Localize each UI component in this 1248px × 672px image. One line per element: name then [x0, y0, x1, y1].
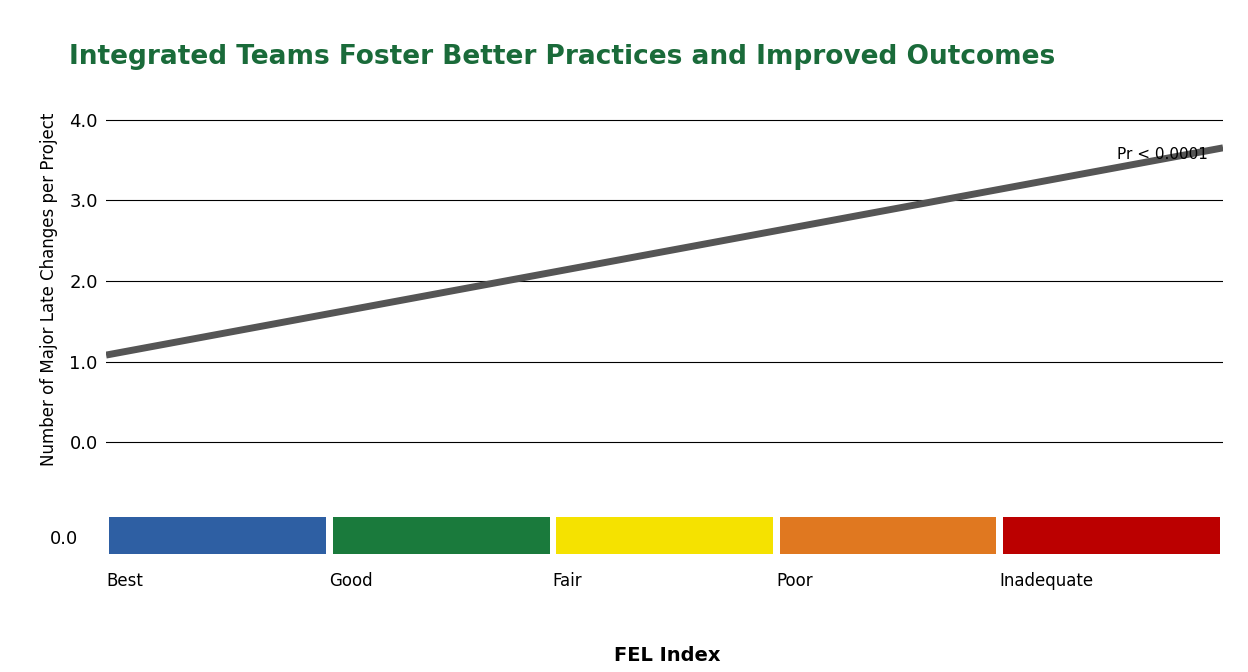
Text: 0.0: 0.0 — [50, 530, 79, 548]
Bar — [1003, 517, 1219, 554]
Y-axis label: Number of Major Late Changes per Project: Number of Major Late Changes per Project — [40, 112, 59, 466]
Text: Best: Best — [106, 572, 144, 590]
Text: Good: Good — [329, 572, 373, 590]
Text: IPA: IPA — [1097, 47, 1147, 75]
Text: Inadequate: Inadequate — [1000, 572, 1093, 590]
Text: Integrated Teams Foster Better Practices and Improved Outcomes: Integrated Teams Foster Better Practices… — [69, 44, 1055, 70]
Bar — [780, 517, 996, 554]
Text: Pr < 0.0001: Pr < 0.0001 — [1117, 146, 1208, 161]
Text: Fair: Fair — [553, 572, 583, 590]
Bar — [557, 517, 773, 554]
Text: FEL Index: FEL Index — [614, 646, 721, 665]
Bar — [333, 517, 549, 554]
Bar — [110, 517, 326, 554]
Text: Poor: Poor — [776, 572, 812, 590]
